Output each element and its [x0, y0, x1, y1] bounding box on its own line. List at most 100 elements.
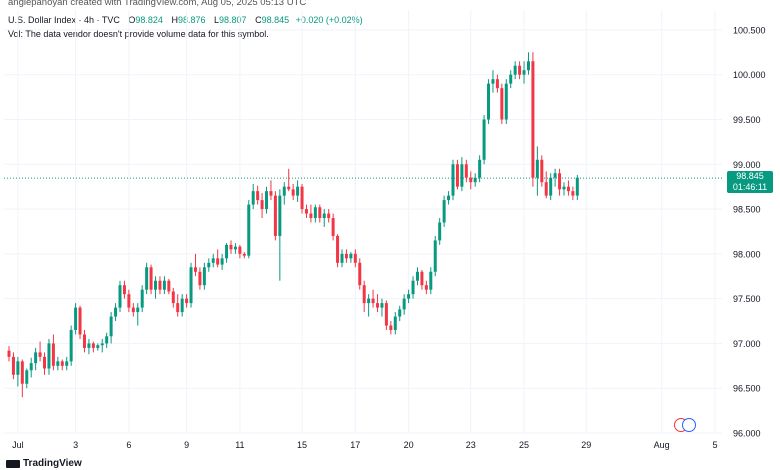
candle-body [74, 307, 78, 330]
candle-body [495, 79, 499, 89]
candle [251, 183, 255, 210]
candle [29, 357, 33, 378]
candle [140, 285, 144, 313]
candle [367, 294, 371, 317]
candle [558, 168, 562, 196]
candle [100, 338, 104, 353]
candle [460, 157, 464, 192]
candle-body [211, 258, 215, 263]
candle [438, 218, 442, 245]
candle-body [105, 336, 109, 344]
candle-body [384, 303, 388, 326]
candle-body [500, 88, 504, 120]
candle [407, 289, 411, 304]
candle [233, 243, 237, 254]
candle-body [309, 213, 313, 219]
candle [229, 240, 233, 254]
candle-body [198, 271, 202, 286]
candle [131, 303, 135, 317]
candle [171, 287, 175, 308]
candle [531, 52, 535, 187]
candle-body [7, 350, 11, 357]
candle-body [513, 65, 517, 75]
symbol-legend[interactable]: U.S. Dollar Index · 4h · TVC O98.824 H98… [8, 15, 363, 25]
candle-body [282, 186, 286, 196]
y-tick-label: 96.500 [733, 384, 761, 394]
y-tick-label: 100.000 [733, 70, 766, 80]
candle [433, 235, 437, 277]
candle [162, 276, 166, 295]
candle-body [171, 291, 175, 304]
candle-body [25, 370, 29, 384]
candle [185, 294, 189, 308]
candle-body [131, 307, 135, 313]
candle [256, 185, 260, 205]
candle-body [491, 79, 495, 84]
candle [566, 180, 570, 196]
candle-body [415, 271, 419, 281]
candle [358, 258, 362, 290]
candle-body [540, 159, 544, 183]
candle [136, 303, 140, 326]
candle [304, 204, 308, 219]
candle [487, 79, 491, 124]
candle [344, 249, 348, 263]
candle-body [229, 244, 233, 250]
candle [526, 52, 530, 75]
candle [96, 343, 100, 351]
candle [393, 312, 397, 335]
candle-body [460, 164, 464, 187]
candle [424, 280, 428, 295]
candle [544, 171, 548, 199]
candle [20, 359, 24, 398]
candle-body [340, 253, 344, 263]
close-label: C [255, 15, 262, 25]
candle [331, 213, 335, 241]
candle [398, 305, 402, 322]
change-value: +0.020 (+0.02%) [295, 15, 363, 25]
candle-body [109, 316, 113, 337]
time-axis: Jul 3 6 9 11 15 17 20 23 25 29 Aug 5 [12, 440, 717, 450]
candle [145, 262, 149, 295]
candle [202, 262, 206, 290]
candle [207, 258, 211, 272]
x-tick-label: 3 [73, 440, 78, 450]
candle [114, 303, 118, 322]
candle [118, 280, 122, 313]
candle [273, 191, 277, 241]
candle [78, 305, 82, 339]
candle [522, 61, 526, 84]
candle-body [256, 191, 260, 201]
candle-body [65, 361, 69, 366]
candle [553, 168, 557, 187]
candle-body [34, 352, 38, 364]
candle [56, 356, 60, 371]
candle [216, 249, 220, 268]
volume-note: Vol: The data vendor doesn't provide vol… [8, 29, 269, 39]
candle [504, 79, 508, 124]
candle [402, 294, 406, 315]
candle-body [162, 280, 166, 290]
candle-body [455, 164, 459, 187]
candle-body [322, 213, 326, 219]
candle [74, 303, 78, 335]
x-tick-label: 23 [466, 440, 476, 450]
candle [154, 276, 158, 299]
candle-body [216, 258, 220, 265]
candle [562, 182, 566, 196]
candle-body [358, 262, 362, 286]
candle [384, 300, 388, 330]
candle-body [566, 186, 570, 192]
candle-body [185, 298, 189, 304]
candle-body [176, 303, 180, 313]
candle [43, 352, 47, 375]
candle [380, 298, 384, 317]
compare-symbols-icon[interactable] [674, 418, 696, 432]
candle [371, 289, 375, 308]
compare-circle-blue [682, 418, 696, 432]
candle [340, 249, 344, 268]
tradingview-logo[interactable]: TradingView [6, 458, 82, 469]
candle-body [438, 222, 442, 241]
candle-body [78, 307, 82, 335]
